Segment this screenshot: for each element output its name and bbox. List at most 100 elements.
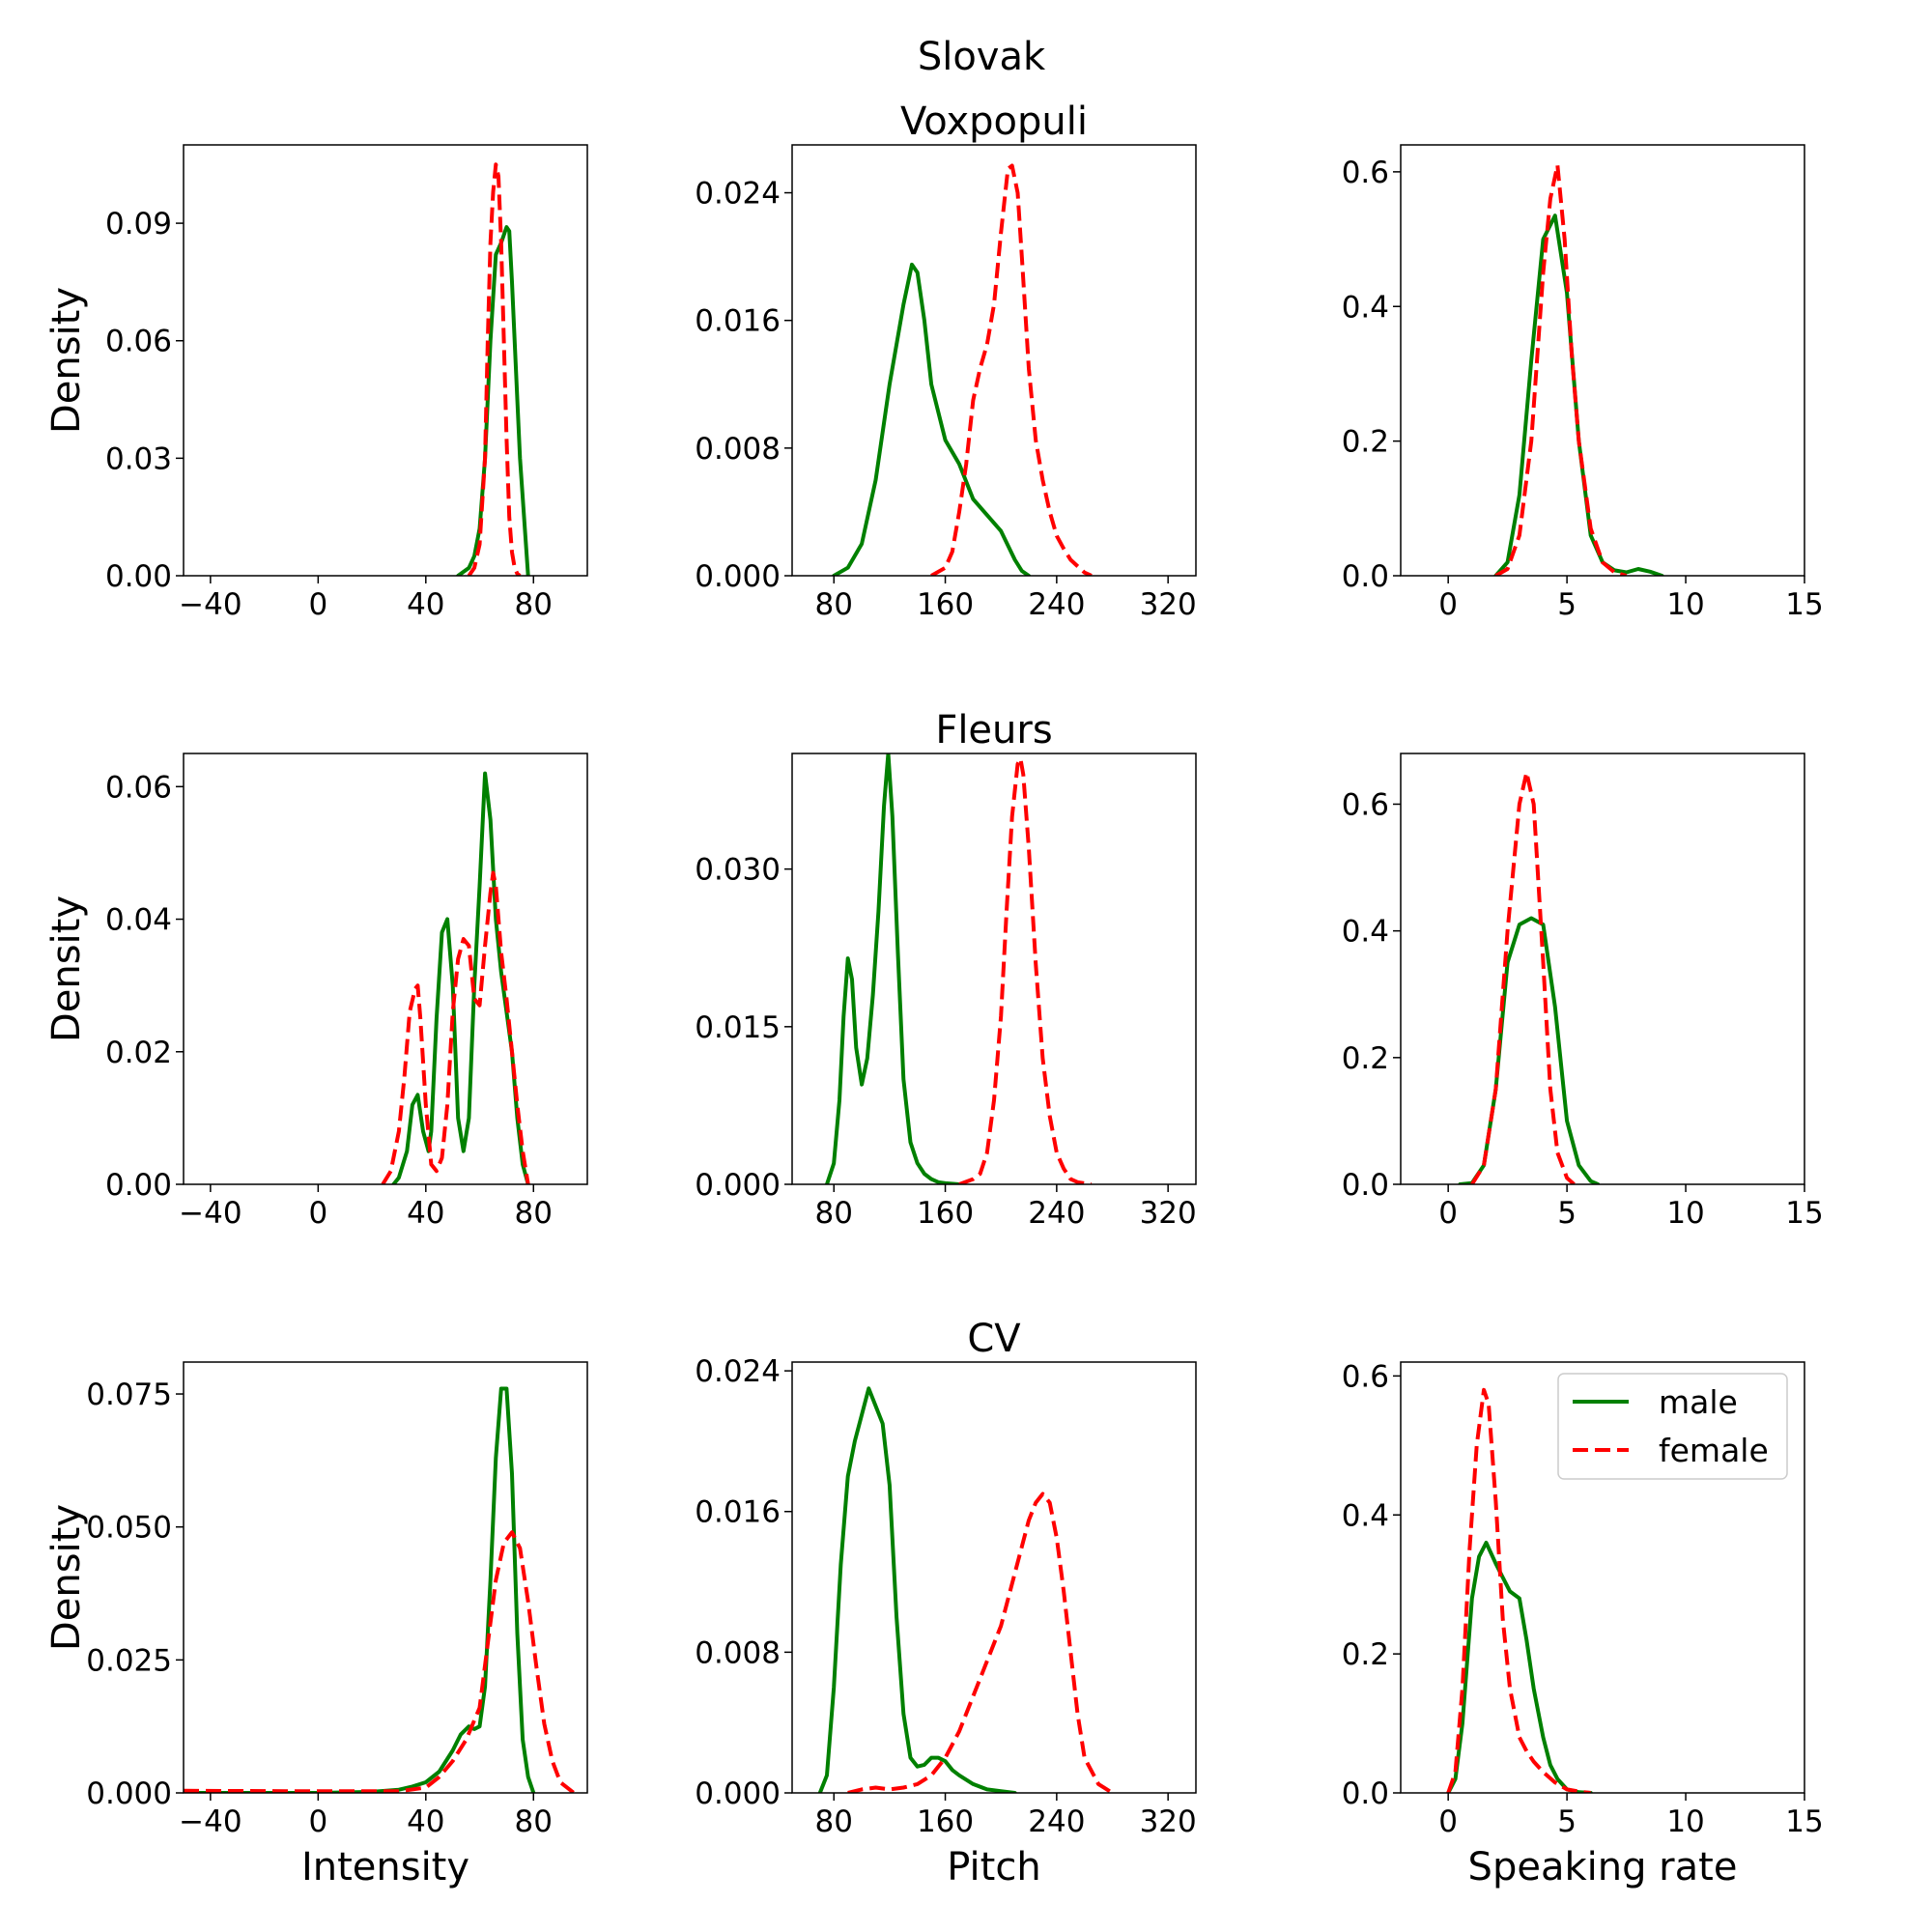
x-tick-label: 80 bbox=[815, 1196, 853, 1231]
subplot-r0-c2: 0 5 10 15 0.0 0.2 0.4 0.6 bbox=[1342, 144, 1824, 622]
y-tick-label: 0.03 bbox=[105, 441, 172, 476]
y-tick-label: 0.06 bbox=[105, 770, 172, 805]
series-male-line bbox=[832, 262, 1031, 576]
x-tick-label: 0 bbox=[1438, 1196, 1458, 1231]
x-tick-label: 10 bbox=[1666, 1804, 1704, 1839]
x-tick-label: −40 bbox=[179, 1196, 242, 1231]
series-male-line bbox=[825, 753, 961, 1184]
series-female-line bbox=[381, 870, 530, 1184]
series-female-line bbox=[930, 163, 1093, 576]
series-female-line bbox=[847, 1492, 1114, 1793]
y-tick-label: 0.2 bbox=[1342, 425, 1389, 460]
x-tick-label: 80 bbox=[815, 1804, 853, 1839]
y-axis-label: Density bbox=[44, 895, 89, 1042]
x-axis-label: Intensity bbox=[301, 1845, 469, 1889]
axes-frame bbox=[183, 753, 588, 1185]
x-tick-label: 40 bbox=[407, 587, 444, 622]
x-tick-label: 80 bbox=[815, 587, 853, 622]
x-tick-label: 160 bbox=[917, 587, 974, 622]
x-tick-label: 240 bbox=[1028, 1196, 1085, 1231]
x-tick-label: 0 bbox=[1438, 1804, 1458, 1839]
y-tick-label: 0.0 bbox=[1342, 559, 1389, 594]
y-tick-label: 0.015 bbox=[695, 1010, 781, 1045]
y-tick-label: 0.000 bbox=[695, 1776, 781, 1811]
y-tick-label: 0.025 bbox=[86, 1643, 172, 1678]
y-tick-label: 0.4 bbox=[1342, 290, 1389, 325]
y-axis-label: Density bbox=[44, 1504, 89, 1651]
series-female-line bbox=[1494, 162, 1628, 576]
series-male-line bbox=[1446, 1541, 1593, 1793]
x-tick-label: 40 bbox=[407, 1804, 444, 1839]
axes-frame bbox=[1400, 144, 1805, 577]
x-tick-label: 160 bbox=[917, 1804, 974, 1839]
y-tick-label: 0.024 bbox=[695, 177, 781, 212]
x-tick-label: 15 bbox=[1785, 1804, 1823, 1839]
y-tick-label: 0.075 bbox=[86, 1378, 172, 1412]
y-tick-label: 0.024 bbox=[695, 1354, 781, 1389]
x-tick-label: 15 bbox=[1785, 587, 1823, 622]
axes-frame bbox=[791, 1361, 1197, 1794]
figure-suptitle: Slovak bbox=[918, 35, 1046, 79]
x-tick-label: 5 bbox=[1557, 587, 1577, 622]
x-tick-label: 5 bbox=[1557, 1196, 1577, 1231]
y-tick-label: 0.050 bbox=[86, 1511, 172, 1546]
x-axis-label: Speaking rate bbox=[1468, 1845, 1738, 1889]
y-tick-label: 0.09 bbox=[105, 207, 172, 242]
series-female-line bbox=[1446, 1387, 1591, 1793]
subplot-title: CV bbox=[967, 1317, 1021, 1361]
subplot-r0-c1: 80 160 240 320 0.000 0.008 0.016 0.024 Voxpopuli bbox=[695, 99, 1197, 622]
series-male-line bbox=[1493, 213, 1664, 576]
axes-frame bbox=[183, 144, 588, 577]
axes-frame bbox=[1400, 753, 1805, 1185]
y-tick-label: 0.06 bbox=[105, 325, 172, 359]
series-male-line bbox=[184, 1386, 536, 1793]
subplot-r1-c0: −40 0 40 80 0.00 0.02 0.04 0.06 Density bbox=[44, 753, 588, 1231]
y-tick-label: 0.4 bbox=[1342, 1498, 1389, 1533]
subplot-title: Fleurs bbox=[935, 708, 1052, 753]
x-tick-label: 0 bbox=[308, 1196, 327, 1231]
series-male-line bbox=[456, 225, 530, 576]
subplot-r1-c2: 0 5 10 15 0.0 0.2 0.4 0.6 bbox=[1342, 753, 1824, 1231]
y-tick-label: 0.6 bbox=[1342, 787, 1389, 822]
x-tick-label: 320 bbox=[1140, 1196, 1197, 1231]
x-axis-label: Pitch bbox=[947, 1845, 1040, 1889]
series-female-line bbox=[467, 162, 522, 576]
x-tick-label: 5 bbox=[1557, 1804, 1577, 1839]
y-tick-label: 0.00 bbox=[105, 1168, 172, 1203]
series-female-line bbox=[1470, 770, 1576, 1184]
y-tick-label: 0.0 bbox=[1342, 1776, 1389, 1811]
x-tick-label: 0 bbox=[308, 1804, 327, 1839]
y-tick-label: 0.6 bbox=[1342, 1359, 1389, 1394]
x-tick-label: −40 bbox=[179, 587, 242, 622]
legend-male-label: male bbox=[1659, 1383, 1738, 1421]
x-tick-label: 10 bbox=[1666, 1196, 1704, 1231]
y-tick-label: 0.016 bbox=[695, 304, 781, 339]
y-tick-label: 0.04 bbox=[105, 903, 172, 938]
subplot-title: Voxpopuli bbox=[900, 99, 1088, 144]
y-tick-label: 0.2 bbox=[1342, 1637, 1389, 1672]
y-tick-label: 0.000 bbox=[695, 1168, 781, 1203]
axes-frame bbox=[791, 753, 1197, 1185]
x-tick-label: 0 bbox=[308, 587, 327, 622]
x-tick-label: 160 bbox=[917, 1196, 974, 1231]
y-tick-label: 0.6 bbox=[1342, 156, 1389, 190]
y-tick-label: 0.02 bbox=[105, 1036, 172, 1070]
x-tick-label: 240 bbox=[1028, 1804, 1085, 1839]
x-tick-label: 10 bbox=[1666, 587, 1704, 622]
series-male-line bbox=[1458, 916, 1601, 1184]
y-axis-label: Density bbox=[44, 287, 89, 434]
subplot-r0-c0: −40 0 40 80 0.00 0.03 0.06 0.09 Density bbox=[44, 144, 588, 622]
y-tick-label: 0.4 bbox=[1342, 915, 1389, 950]
series-female-line bbox=[958, 756, 1093, 1184]
x-tick-label: 40 bbox=[407, 1196, 444, 1231]
x-tick-label: −40 bbox=[179, 1804, 242, 1839]
series-male-line bbox=[391, 771, 530, 1184]
subplot-r1-c1: 80 160 240 320 0.000 0.015 0.030 Fleurs bbox=[695, 708, 1197, 1231]
subplot-r2-c1: 80 160 240 320 0.000 0.008 0.016 0.024 CV Pitch bbox=[695, 1317, 1197, 1889]
series-male-line bbox=[817, 1386, 1017, 1793]
x-tick-label: 15 bbox=[1785, 1196, 1823, 1231]
y-tick-label: 0.008 bbox=[695, 432, 781, 467]
legend: male female bbox=[1557, 1373, 1788, 1480]
